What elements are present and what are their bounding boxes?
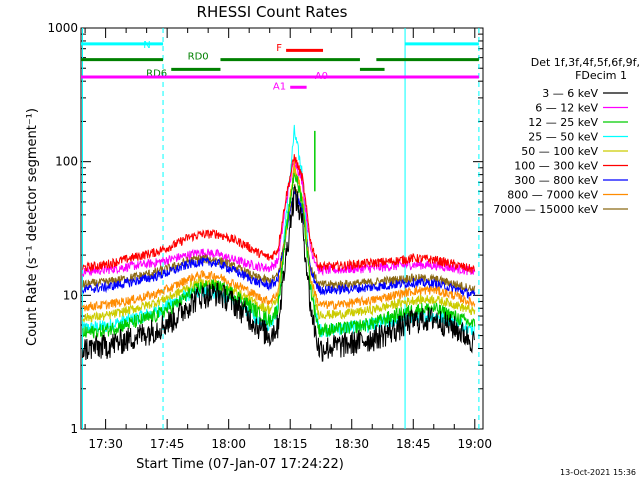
legend-entry-label: 7000 — 15000 keV (493, 203, 598, 216)
legend-entry-label: 800 — 7000 keV (507, 189, 598, 202)
x-tick-label: 18:45 (396, 437, 431, 451)
state-label-rd0: RD0 (188, 51, 209, 62)
legend-entry-label: 6 — 12 keV (535, 102, 598, 115)
x-tick-label: 19:00 (457, 437, 492, 451)
x-tick-label: 18:15 (273, 437, 308, 451)
series-line (82, 160, 476, 312)
x-tick-label: 17:45 (150, 437, 185, 451)
plot-frame (80, 27, 484, 430)
state-label-a1: A1 (273, 82, 286, 93)
chart-title: RHESSI Count Rates (197, 3, 348, 21)
plot-area: 1 10 100 1000 17:30 17:45 18:00 18:15 18:30 18:45… (47, 21, 492, 451)
y-axis-label: Count Rate (s⁻¹ detector segment⁻¹) (25, 108, 40, 346)
series-line (82, 189, 476, 300)
y-tick-label: 10 (63, 288, 78, 302)
series-line (82, 184, 476, 362)
y-tick-label: 100 (55, 155, 78, 169)
x-axis-label: Start Time (07-Jan-07 17:24:22) (136, 457, 344, 472)
legend: Det 1f,3f,4f,5f,6f,9f,FDecim 1 3 — 6 keV 6… (493, 56, 640, 216)
legend-header-line: FDecim 1 (575, 69, 627, 82)
legend-entry-label: 12 — 25 keV (528, 116, 598, 129)
state-label-a0: A0 (315, 71, 328, 82)
series-line (82, 154, 476, 274)
legend-entry-label: 50 — 100 keV (521, 145, 598, 158)
x-tick-label: 18:30 (334, 437, 369, 451)
series-line (82, 183, 476, 295)
y-tick-label: 1000 (47, 21, 78, 35)
state-label-rd6: RD6 (146, 68, 167, 79)
legend-entry-label: 3 — 6 keV (542, 87, 598, 100)
y-tick-label: 1 (70, 422, 78, 436)
state-label-n: N (143, 40, 150, 51)
x-tick-label: 17:30 (88, 437, 123, 451)
legend-entry-label: 100 — 300 keV (514, 160, 598, 173)
x-tick-label: 18:00 (211, 437, 246, 451)
state-label-f: F (276, 43, 282, 54)
legend-entry-label: 300 — 800 keV (514, 174, 598, 187)
legend-header-line: Det 1f,3f,4f,5f,6f,9f, (531, 56, 640, 69)
timestamp-label: 13-Oct-2021 15:36 (560, 468, 636, 477)
series-line (82, 172, 476, 339)
legend-entry-label: 25 — 50 keV (528, 131, 598, 144)
